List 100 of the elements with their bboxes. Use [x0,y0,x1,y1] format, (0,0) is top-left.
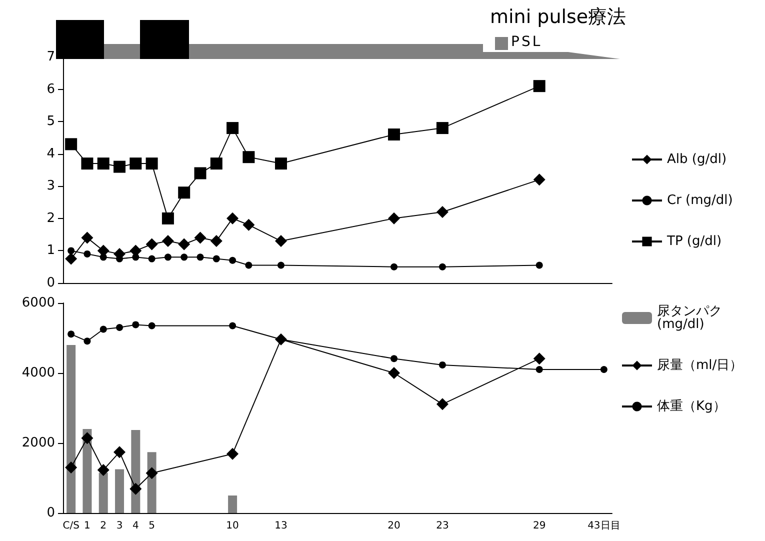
point [180,254,188,261]
bar [228,496,238,513]
point [114,446,126,458]
text: mini pulse療法 [490,5,626,30]
point [194,167,206,180]
point [226,212,239,224]
point [242,218,255,231]
x-tick-label: 29 [532,520,546,532]
x-tick-label: 13 [274,520,288,532]
point [146,467,158,480]
point [132,254,140,261]
point [68,247,75,254]
point [436,206,448,218]
point [210,235,222,248]
point [226,448,239,460]
point [130,482,142,495]
x-tick-label: 23 [436,520,449,532]
point [536,262,543,269]
x-tick-label: 5 [148,520,155,532]
point [114,160,126,173]
legend-label: 体重（Kg） [657,399,726,414]
point [146,238,158,250]
point [196,254,204,261]
point [65,462,78,474]
point [81,158,94,170]
y-tick-label: 6000 [22,296,55,310]
point [229,322,236,330]
point [97,158,110,170]
y-tick-label: 7 [46,50,55,64]
legend-label: Alb (g/dl) [667,152,727,167]
y-tick-label: 0 [46,276,55,290]
legend-label: 尿タンパク (mg/dl) [657,304,726,332]
legend-label: Cr (mg/dl) [667,193,733,208]
point [388,367,400,379]
point [130,158,142,170]
point [146,158,158,170]
point [81,232,94,244]
x-tick-label: 4 [132,520,139,532]
x-tick-label: 43日目 [588,520,620,532]
y-tick-label: 3 [46,178,55,194]
point [132,321,140,328]
point [226,122,239,134]
legend-label: 尿量（ml/日） [657,358,743,373]
point [533,352,546,365]
y-tick-label: 2 [46,210,55,226]
point [438,361,446,368]
y-tick-label: 2000 [22,436,55,450]
point [81,432,94,444]
x-tick-label: 1 [84,520,90,532]
bar [115,469,124,513]
y-tick-label: 1 [46,243,55,258]
x-tick-label: 2 [100,520,107,532]
point [164,254,172,261]
point [438,263,446,270]
point [97,464,110,476]
y-tick-label: 4 [46,146,55,162]
point [533,174,546,186]
point [194,232,206,244]
point [162,212,174,224]
point [390,263,398,270]
point [100,254,107,261]
point [162,235,174,248]
point [390,355,398,362]
y-tick-label: 5 [46,114,55,130]
point [100,326,107,333]
point [274,158,287,170]
point [212,255,220,262]
point [436,398,448,410]
x-tick-label: 10 [226,520,239,532]
point [84,250,91,258]
legend-label: TP (g/dl) [666,234,722,249]
point [116,324,124,331]
point [600,366,608,373]
point [388,212,400,224]
bar [66,345,76,513]
point [242,151,255,164]
text: PSL [511,34,542,50]
bar [98,472,108,513]
point [178,238,190,250]
point [274,235,287,248]
point [388,128,400,140]
point [245,262,252,269]
x-tick-label: C/S [62,520,80,532]
point [536,366,543,373]
point [84,338,91,345]
point [65,252,78,265]
point [210,158,222,170]
point [178,186,190,199]
y-tick-label: 4000 [22,366,55,380]
x-tick-label: 20 [388,520,400,532]
point [229,256,236,264]
point [148,255,156,262]
point [65,138,78,150]
y-tick-label: 0 [46,506,55,520]
point [277,262,284,269]
point [436,122,448,134]
x-tick-label: 3 [116,520,123,532]
point [533,80,546,92]
point [148,322,156,330]
point [68,330,75,338]
